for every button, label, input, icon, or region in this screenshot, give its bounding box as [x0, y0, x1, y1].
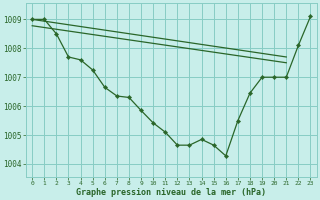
X-axis label: Graphe pression niveau de la mer (hPa): Graphe pression niveau de la mer (hPa) — [76, 188, 266, 197]
